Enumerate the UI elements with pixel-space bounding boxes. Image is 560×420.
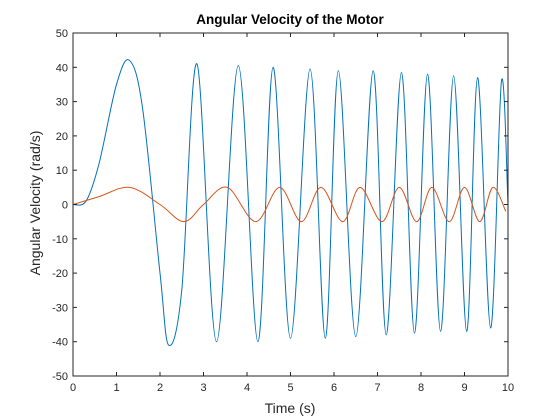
- x-tick-label: 9: [461, 382, 467, 394]
- y-tick-label: -10: [52, 234, 68, 246]
- x-tick-label: 3: [200, 382, 206, 394]
- y-tick-label: 50: [56, 28, 68, 40]
- y-tick-label: -50: [52, 371, 68, 383]
- x-tick-label: 10: [502, 382, 514, 394]
- y-tick-label: 0: [62, 200, 68, 212]
- x-tick-label: 0: [70, 382, 76, 394]
- x-tick-label: 7: [374, 382, 380, 394]
- series-line-1: [73, 59, 508, 347]
- x-axis-label: Time (s): [265, 400, 316, 416]
- y-tick-label: 10: [56, 165, 68, 177]
- x-tick-label: 5: [287, 382, 293, 394]
- series-line-2: [73, 186, 507, 223]
- y-tick-label: 30: [56, 97, 68, 109]
- x-tick-label: 4: [244, 382, 250, 394]
- x-tick-label: 2: [157, 382, 163, 394]
- y-tick-label: -30: [52, 302, 68, 314]
- x-tick-label: 8: [418, 382, 424, 394]
- y-tick-label: -20: [52, 268, 68, 280]
- y-tick-label: 20: [56, 131, 68, 143]
- chart-title: Angular Velocity of the Motor: [196, 12, 384, 27]
- y-tick-label: -40: [52, 337, 68, 349]
- y-axis-label: Angular Velocity (rad/s): [27, 131, 43, 276]
- plot-area: 0 1 2 3 4 5 6 7 8 9 10 -50 -40 -30 -20 -10 0 10 20 30 40 50: [52, 28, 514, 394]
- x-tick-label: 1: [113, 382, 119, 394]
- y-tick-label: 40: [56, 62, 68, 74]
- x-tick-label: 6: [331, 382, 337, 394]
